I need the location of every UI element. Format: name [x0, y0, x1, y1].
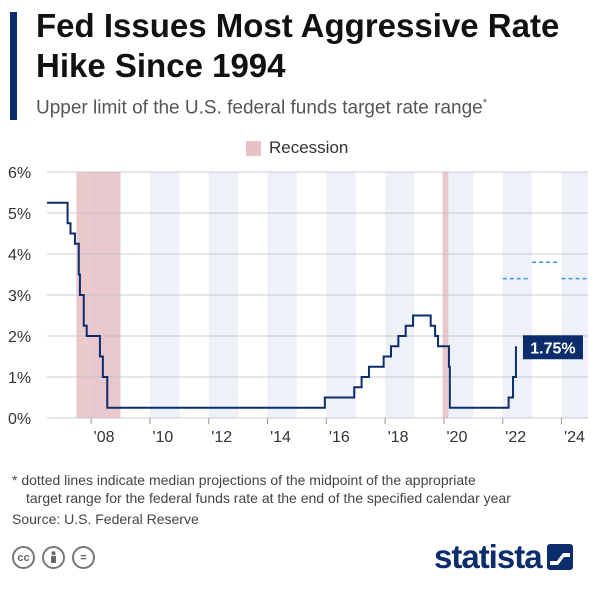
y-tick-label-3: 3% — [8, 288, 31, 305]
legend-label-recession: Recession — [269, 138, 349, 157]
nd-equals-icon[interactable]: = — [72, 546, 95, 569]
rate-series-line — [47, 201, 517, 409]
x-tick-label-2014: '14 — [270, 429, 291, 446]
by-person-icon[interactable] — [42, 546, 65, 569]
annotation-label-text: 1.75% — [530, 340, 575, 357]
footnote: * dotted lines indicate median projectio… — [12, 471, 592, 507]
y-tick-label-4: 4% — [8, 247, 31, 264]
chart-legend: Recession — [246, 137, 348, 159]
statista-mark-icon — [546, 544, 573, 570]
license-icons: cc = — [12, 546, 95, 569]
x-tick-label-2016: '16 — [329, 429, 350, 446]
x-tick-label-2008: '08 — [94, 429, 115, 446]
cc-icon[interactable]: cc — [12, 546, 35, 569]
chart-title: Fed Issues Most Aggressive Rate Hike Sin… — [36, 7, 560, 84]
title-accent-bar — [10, 12, 17, 120]
rate-chart: 0% 1% 2% 3% 4% 5% 6% '08 '10 '12 '14 '16 '18 '20 '22 '2… — [8, 165, 590, 446]
subtitle-footnote-mark: * — [482, 97, 488, 109]
x-tick-label-2018: '18 — [388, 429, 409, 446]
y-tick-label-6: 6% — [8, 165, 31, 182]
brand-name: statista — [434, 538, 543, 575]
y-tick-label-1: 1% — [8, 370, 31, 387]
annotation-label-bg — [522, 335, 583, 360]
x-tick-label-2010: '10 — [152, 429, 173, 446]
y-tick-label-5: 5% — [8, 206, 31, 223]
y-tick-label-2: 2% — [8, 329, 31, 346]
legend-swatch-recession — [246, 140, 261, 156]
chart-subtitle: Upper limit of the U.S. federal funds ta… — [36, 97, 487, 119]
source-note: Source: U.S. Federal Reserve — [12, 511, 199, 527]
x-tick-label-2020: '20 — [446, 429, 467, 446]
subtitle-text: Upper limit of the U.S. federal funds ta… — [36, 97, 483, 119]
person-glyph — [51, 551, 56, 563]
x-tick-label-2022: '22 — [505, 429, 526, 446]
x-tick-label-2024: '24 — [564, 429, 585, 446]
y-tick-label-0: 0% — [8, 411, 31, 428]
footnote-line-2: target range for the federal funds rate … — [26, 490, 511, 506]
footnote-line-1: * dotted lines indicate median projectio… — [12, 472, 476, 488]
x-tick-label-2012: '12 — [211, 429, 232, 446]
statista-logo[interactable]: statista — [434, 538, 573, 576]
